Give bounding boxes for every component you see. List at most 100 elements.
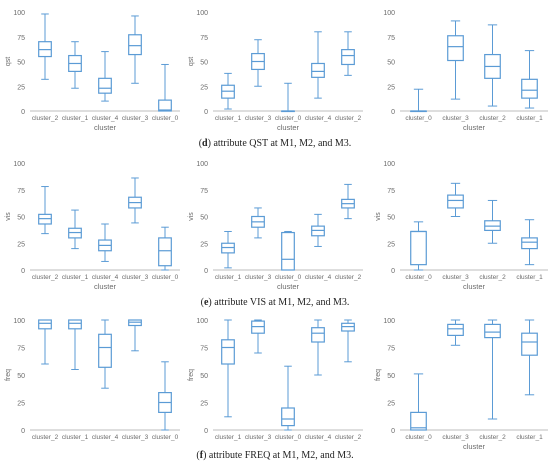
y-axis-label: freq	[188, 369, 195, 381]
chart-9: 0 25 50 75 100 freq cluster_0 cluster_3 cluster_…	[375, 318, 548, 451]
box-cluster_3	[128, 319, 142, 352]
x-tick-label: cluster_2	[479, 274, 506, 281]
box-cluster_2	[341, 31, 355, 76]
box-cluster_1	[68, 41, 82, 89]
y-tick-label: 0	[204, 428, 208, 435]
y-axis-label: qst	[5, 57, 12, 66]
y-tick-label: 75	[17, 188, 25, 195]
box-cluster_1	[68, 209, 82, 250]
box-cluster_1	[221, 230, 235, 269]
x-tick-label: cluster_2	[335, 434, 362, 441]
box-cluster_4	[311, 213, 325, 247]
y-tick-label: 25	[200, 241, 208, 248]
y-axis-label: vis	[188, 212, 195, 221]
box-cluster_2	[38, 319, 52, 365]
x-tick-label: cluster_1	[516, 274, 543, 281]
x-tick-label: cluster_4	[305, 434, 332, 441]
x-tick-label: cluster_0	[275, 274, 302, 281]
y-tick-label: 50	[387, 60, 395, 67]
x-tick-label: cluster_4	[305, 115, 332, 122]
y-tick-label: 0	[391, 268, 395, 275]
y-tick-label: 25	[200, 401, 208, 408]
box-cluster_2	[484, 319, 501, 420]
y-tick-label: 50	[17, 373, 25, 380]
y-tick-label: 100	[13, 10, 25, 17]
box-cluster_0	[281, 230, 295, 271]
y-tick-label: 25	[17, 241, 25, 248]
chart-6: 0 25 50 75 100 vis cluster_0 cluster_3 cluster_2…	[375, 161, 548, 291]
y-tick-label: 75	[387, 188, 395, 195]
box-cluster_0	[410, 88, 427, 113]
y-tick-label: 25	[17, 401, 25, 408]
y-tick-label: 25	[387, 241, 395, 248]
x-tick-label: cluster_0	[152, 115, 179, 122]
x-tick-label: cluster_1	[516, 115, 543, 122]
y-tick-label: 100	[196, 318, 208, 325]
x-tick-label: cluster_2	[479, 115, 506, 122]
box-iqr	[68, 319, 82, 330]
box-cluster_3	[447, 319, 464, 346]
x-axis-label: cluster	[463, 282, 486, 291]
x-tick-label: cluster_0	[275, 434, 302, 441]
box-iqr	[521, 237, 538, 250]
y-tick-label: 100	[196, 10, 208, 17]
box-cluster_3	[251, 39, 265, 87]
x-tick-label: cluster_2	[335, 115, 362, 122]
caption-f: (f) attribute FREQ at M1, M2, and M3.	[196, 450, 354, 461]
x-tick-label: cluster_0	[275, 115, 302, 122]
box-iqr	[158, 237, 172, 267]
caption-d: (d) attribute QST at M1, M2, and M3.	[198, 138, 352, 149]
box-cluster_3	[128, 15, 142, 84]
y-tick-label: 50	[17, 60, 25, 67]
y-tick-label: 0	[21, 428, 25, 435]
x-tick-label: cluster_0	[405, 115, 432, 122]
box-cluster_0	[410, 373, 427, 431]
x-tick-label: cluster_3	[122, 274, 149, 281]
box-iqr	[38, 319, 52, 330]
chart-2: 0 25 50 75 100 qst cluster_1 cluster_3 cluster_0…	[188, 10, 363, 132]
x-tick-label: cluster_0	[152, 274, 179, 281]
chart-1: 0 25 50 75 100 qst cluster_2 cluster_1 cluster_4…	[5, 10, 180, 132]
box-cluster_0	[158, 361, 172, 431]
y-tick-label: 50	[200, 373, 208, 380]
x-axis-label: cluster	[94, 123, 117, 132]
y-axis-label: freq	[375, 369, 382, 381]
box-cluster_0	[281, 82, 295, 113]
box-cluster_0	[410, 221, 427, 271]
y-tick-label: 25	[200, 84, 208, 91]
y-tick-label: 0	[391, 428, 395, 435]
x-tick-label: cluster_3	[122, 115, 149, 122]
x-tick-label: cluster_3	[245, 115, 272, 122]
box-cluster_4	[98, 51, 112, 102]
box-iqr	[281, 231, 295, 271]
y-tick-label: 100	[383, 161, 395, 168]
x-tick-label: cluster_3	[442, 115, 469, 122]
box-iqr	[447, 35, 464, 62]
y-tick-label: 0	[204, 109, 208, 116]
y-tick-label: 75	[387, 346, 395, 353]
box-cluster_1	[521, 219, 538, 266]
box-cluster_3	[447, 182, 464, 217]
x-tick-label: cluster_4	[92, 115, 119, 122]
box-cluster_1	[221, 72, 235, 110]
x-tick-label: cluster_2	[32, 115, 59, 122]
x-tick-label: cluster_4	[305, 274, 332, 281]
box-cluster_2	[341, 319, 355, 363]
y-tick-label: 100	[13, 161, 25, 168]
x-tick-label: cluster_3	[442, 434, 469, 441]
y-tick-label: 75	[200, 188, 208, 195]
box-cluster_2	[38, 13, 52, 80]
box-cluster_4	[311, 319, 325, 376]
box-iqr	[311, 62, 325, 78]
box-cluster_4	[311, 31, 325, 99]
box-cluster_3	[251, 207, 265, 239]
x-tick-label: cluster_1	[215, 434, 242, 441]
y-tick-label: 50	[387, 215, 395, 222]
x-tick-label: cluster_0	[405, 434, 432, 441]
x-tick-label: cluster_1	[62, 115, 89, 122]
y-tick-label: 0	[391, 109, 395, 116]
x-tick-label: cluster_4	[92, 274, 119, 281]
caption-e: (e) attribute VIS at M1, M2, and M3.	[200, 297, 350, 308]
box-iqr	[521, 78, 538, 99]
